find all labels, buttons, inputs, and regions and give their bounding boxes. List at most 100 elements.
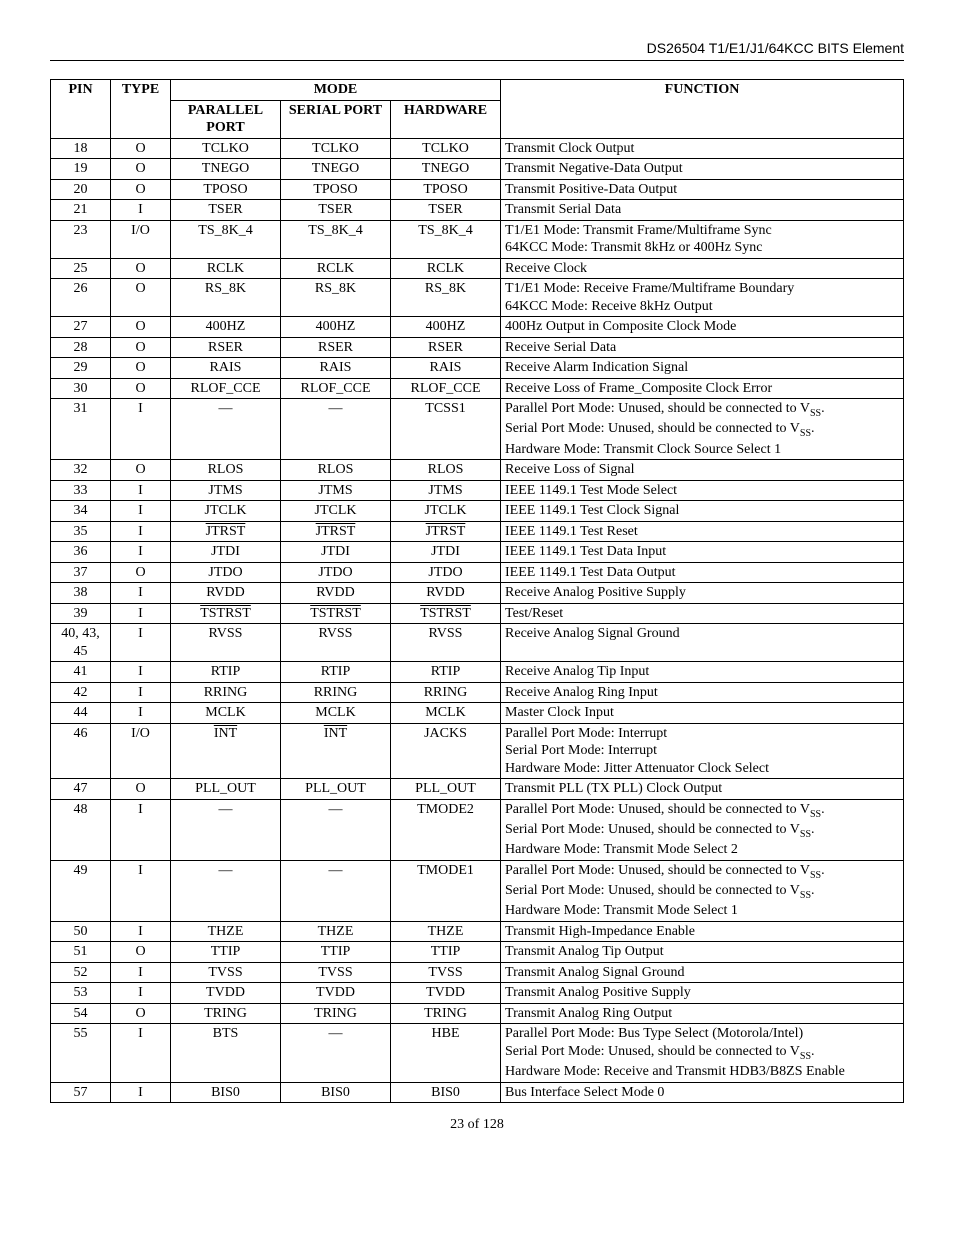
table-cell: 41	[51, 662, 111, 683]
table-cell: BIS0	[171, 1082, 281, 1103]
table-cell: 400HZ	[391, 317, 501, 338]
table-row: 29ORAISRAISRAISReceive Alarm Indication …	[51, 358, 904, 379]
table-cell: MCLK	[171, 703, 281, 724]
table-cell-function: Transmit Serial Data	[501, 200, 904, 221]
col-parallel: PARALLEL PORT	[171, 100, 281, 138]
table-cell: TNEGO	[281, 159, 391, 180]
table-cell: 25	[51, 258, 111, 279]
table-cell: JTDI	[281, 542, 391, 563]
table-cell: TMODE2	[391, 799, 501, 860]
table-row: 35IJTRSTJTRSTJTRSTIEEE 1149.1 Test Reset	[51, 521, 904, 542]
table-cell-function: Test/Reset	[501, 603, 904, 624]
table-cell: PLL_OUT	[391, 779, 501, 800]
table-cell-function: Parallel Port Mode: Unused, should be co…	[501, 399, 904, 460]
table-cell: JTMS	[281, 480, 391, 501]
table-cell: RVSS	[171, 624, 281, 662]
table-cell: —	[281, 860, 391, 921]
table-cell: TSER	[281, 200, 391, 221]
table-cell: O	[111, 460, 171, 481]
table-cell: 52	[51, 962, 111, 983]
table-row: 39ITSTRSTTSTRSTTSTRSTTest/Reset	[51, 603, 904, 624]
table-cell: O	[111, 358, 171, 379]
table-cell-function: T1/E1 Mode: Transmit Frame/Multiframe Sy…	[501, 220, 904, 258]
table-cell: JTRST	[171, 521, 281, 542]
table-cell: 29	[51, 358, 111, 379]
table-cell-function: Transmit Clock Output	[501, 138, 904, 159]
table-cell: TSER	[391, 200, 501, 221]
table-cell: RAIS	[391, 358, 501, 379]
table-cell: —	[281, 1024, 391, 1082]
table-cell: JTCLK	[391, 501, 501, 522]
table-cell: I	[111, 1082, 171, 1103]
table-cell: TPOSO	[391, 179, 501, 200]
table-cell: O	[111, 317, 171, 338]
table-cell: —	[171, 860, 281, 921]
table-cell-function: Parallel Port Mode: InterruptSerial Port…	[501, 723, 904, 779]
table-row: 42IRRINGRRINGRRINGReceive Analog Ring In…	[51, 682, 904, 703]
table-cell-function: IEEE 1149.1 Test Data Output	[501, 562, 904, 583]
table-cell: 30	[51, 378, 111, 399]
table-cell: TRING	[281, 1003, 391, 1024]
table-cell: TSER	[171, 200, 281, 221]
table-row: 44IMCLKMCLKMCLKMaster Clock Input	[51, 703, 904, 724]
table-cell: JTMS	[391, 480, 501, 501]
table-cell: TPOSO	[171, 179, 281, 200]
table-cell: PLL_OUT	[171, 779, 281, 800]
table-cell-function: IEEE 1149.1 Test Clock Signal	[501, 501, 904, 522]
table-cell-function: T1/E1 Mode: Receive Frame/Multiframe Bou…	[501, 279, 904, 317]
table-cell: 20	[51, 179, 111, 200]
table-cell-function: Receive Loss of Signal	[501, 460, 904, 481]
table-cell: I	[111, 200, 171, 221]
table-cell: TS_8K_4	[391, 220, 501, 258]
table-cell: TPOSO	[281, 179, 391, 200]
table-cell: 53	[51, 983, 111, 1004]
table-cell: I	[111, 682, 171, 703]
page-header: DS26504 T1/E1/J1/64KCC BITS Element	[50, 40, 904, 61]
table-cell: 31	[51, 399, 111, 460]
col-hardware: HARDWARE	[391, 100, 501, 138]
table-cell: RTIP	[391, 662, 501, 683]
table-cell: RLOF_CCE	[281, 378, 391, 399]
table-cell: RVDD	[391, 583, 501, 604]
table-cell-function: Transmit High-Impedance Enable	[501, 921, 904, 942]
col-type: TYPE	[111, 80, 171, 139]
table-cell: I	[111, 662, 171, 683]
table-cell: —	[281, 799, 391, 860]
table-cell: 36	[51, 542, 111, 563]
table-cell: RS_8K	[171, 279, 281, 317]
table-row: 54OTRINGTRINGTRINGTransmit Analog Ring O…	[51, 1003, 904, 1024]
col-mode: MODE	[171, 80, 501, 101]
table-row: 38IRVDDRVDDRVDDReceive Analog Positive S…	[51, 583, 904, 604]
table-cell: I	[111, 962, 171, 983]
table-cell-function: Parallel Port Mode: Unused, should be co…	[501, 799, 904, 860]
table-cell-function: Receive Alarm Indication Signal	[501, 358, 904, 379]
table-cell: TRING	[171, 1003, 281, 1024]
table-cell: TTIP	[391, 942, 501, 963]
table-cell: O	[111, 1003, 171, 1024]
table-row: 49I——TMODE1Parallel Port Mode: Unused, s…	[51, 860, 904, 921]
table-cell: RCLK	[391, 258, 501, 279]
table-row: 50ITHZETHZETHZETransmit High-Impedance E…	[51, 921, 904, 942]
table-cell: TNEGO	[171, 159, 281, 180]
table-cell-function: Receive Analog Signal Ground	[501, 624, 904, 662]
table-row: 40, 43, 45IRVSSRVSSRVSSReceive Analog Si…	[51, 624, 904, 662]
table-cell: O	[111, 279, 171, 317]
table-cell: TRING	[391, 1003, 501, 1024]
table-cell-function: Receive Analog Positive Supply	[501, 583, 904, 604]
table-cell: 32	[51, 460, 111, 481]
table-cell: I	[111, 399, 171, 460]
table-cell-function: Transmit Analog Ring Output	[501, 1003, 904, 1024]
table-cell: I	[111, 603, 171, 624]
table-cell: JTRST	[281, 521, 391, 542]
table-cell: RAIS	[171, 358, 281, 379]
table-cell: 50	[51, 921, 111, 942]
table-row: 37OJTDOJTDOJTDOIEEE 1149.1 Test Data Out…	[51, 562, 904, 583]
table-cell: I/O	[111, 723, 171, 779]
table-cell: JTDO	[171, 562, 281, 583]
table-cell: TS_8K_4	[171, 220, 281, 258]
table-cell: TVSS	[171, 962, 281, 983]
table-cell: O	[111, 159, 171, 180]
table-cell: TVSS	[391, 962, 501, 983]
table-cell: JTCLK	[281, 501, 391, 522]
table-cell: 35	[51, 521, 111, 542]
